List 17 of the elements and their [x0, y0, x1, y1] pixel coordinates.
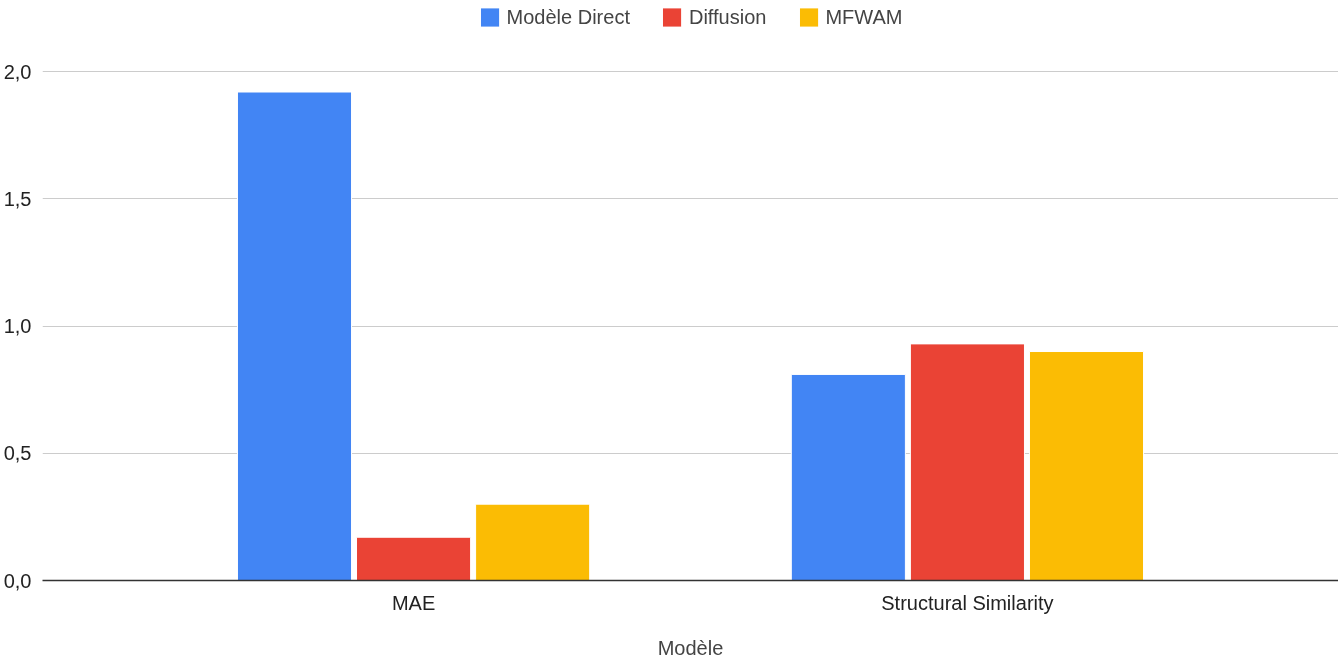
legend-label: Modèle Direct	[506, 5, 630, 29]
y-tick-label: 0,5	[3, 442, 32, 465]
x-tick-label: Structural Similarity	[881, 591, 1054, 614]
bar	[1028, 351, 1145, 581]
bar	[475, 503, 591, 581]
y-tick-label: 1,0	[3, 315, 32, 338]
bar	[356, 536, 472, 581]
y-tick-label: 2,0	[3, 60, 32, 83]
bar	[790, 373, 906, 581]
legend-label: Diffusion	[688, 5, 767, 29]
x-axis-title: Modèle	[657, 636, 724, 659]
y-tick-label: 0,0	[3, 569, 32, 592]
y-tick-label: 1,5	[3, 187, 32, 210]
bar	[909, 343, 1025, 581]
bar	[236, 91, 353, 581]
x-tick-label: MAE	[391, 591, 436, 614]
legend-label: MFWAM	[825, 5, 903, 29]
